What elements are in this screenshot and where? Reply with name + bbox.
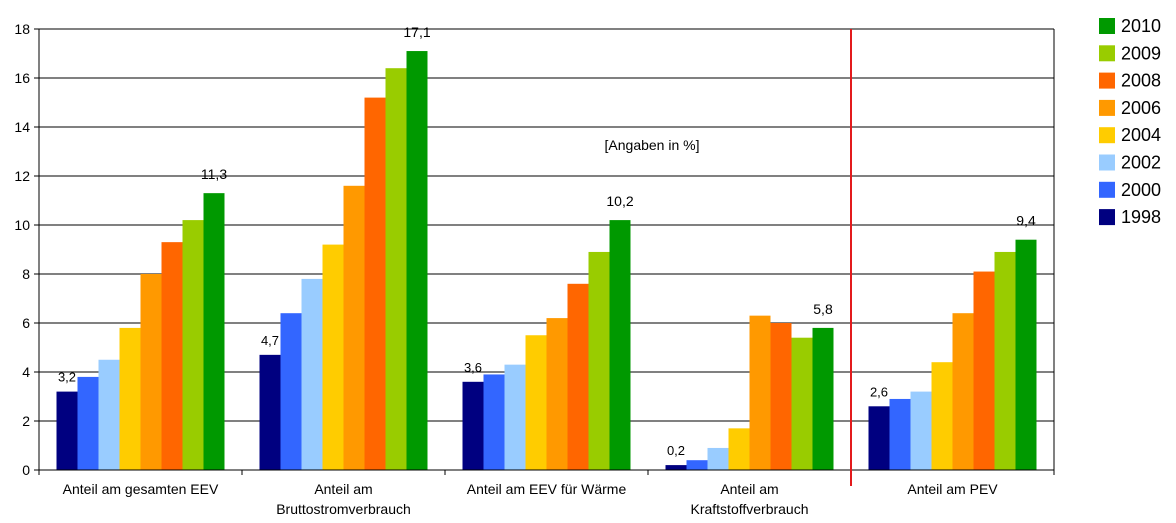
bar-2009: [182, 220, 204, 470]
bar-2002: [98, 359, 120, 470]
bar-1998: [665, 465, 687, 470]
bar-2010: [812, 327, 834, 470]
y-tick-label: 10: [14, 217, 30, 233]
bars: [56, 51, 1037, 471]
bar-1998: [868, 406, 890, 470]
bar-2002: [301, 278, 323, 470]
bar-2002: [910, 391, 932, 470]
legend: 2010 2009 2008 2006 2004 2002 2000 1998: [1099, 16, 1161, 227]
bar-2002: [504, 364, 526, 470]
bar-2004: [931, 362, 953, 470]
legend-swatch-2004: [1099, 127, 1115, 144]
labels: 0 2 4 6 8 10 12 14 16 18 3,2 11,3 Anteil am gesamten…: [14, 21, 1036, 517]
x-category-label: Anteil am: [314, 481, 372, 497]
legend-label: 1998: [1121, 207, 1161, 227]
bar-2004: [119, 327, 141, 470]
y-tick-label: 14: [14, 119, 30, 135]
bar-2008: [770, 323, 792, 470]
bar-1998: [462, 381, 484, 470]
y-tick-label: 16: [14, 70, 30, 86]
legend-swatch-2010: [1099, 18, 1115, 34]
bar-2008: [364, 97, 386, 470]
x-category-label: Anteil am gesamten EEV: [63, 481, 219, 497]
bar-2006: [140, 274, 162, 470]
bar-2004: [525, 335, 547, 470]
bar-2006: [749, 315, 771, 470]
bar-2010: [406, 51, 428, 471]
y-tick-label: 6: [22, 315, 30, 331]
bar-2008: [973, 271, 995, 470]
bar-2009: [588, 251, 610, 470]
bar-2000: [77, 376, 99, 470]
bar-2009: [994, 251, 1016, 470]
y-tick-label: 2: [22, 413, 30, 429]
bar-2000: [686, 460, 708, 470]
bar-1998: [56, 391, 78, 470]
y-tick-label: 4: [22, 364, 30, 380]
bar-2010: [203, 193, 225, 470]
data-label: 2,6: [870, 384, 888, 399]
bar-2008: [567, 283, 589, 470]
data-label: 10,2: [606, 193, 633, 209]
data-label: 4,7: [261, 333, 279, 348]
axes: [34, 28, 1055, 486]
y-tick-label: 18: [14, 21, 30, 37]
bar-2002: [707, 447, 729, 470]
units-annotation: [Angaben in %]: [605, 137, 700, 153]
data-label: 17,1: [403, 24, 430, 40]
bar-2000: [483, 374, 505, 470]
data-label: 0,2: [667, 443, 685, 458]
bar-2008: [161, 242, 183, 470]
y-tick-label: 12: [14, 168, 30, 184]
x-category-label: Anteil am PEV: [907, 481, 998, 497]
legend-label: 2000: [1121, 180, 1161, 200]
data-label: 9,4: [1016, 213, 1036, 229]
legend-swatch-1998: [1099, 209, 1115, 226]
y-tick-label: 8: [22, 266, 30, 282]
bar-2010: [1015, 239, 1037, 470]
bar-2009: [385, 68, 407, 470]
bar-2006: [546, 318, 568, 470]
bar-2004: [322, 244, 344, 470]
x-category-label: Anteil am: [720, 481, 778, 497]
legend-label: 2009: [1121, 43, 1161, 63]
bar-2010: [609, 220, 631, 470]
bar-2009: [791, 337, 813, 470]
legend-swatch-2008: [1099, 72, 1115, 89]
bar-2000: [889, 398, 911, 470]
legend-swatch-2006: [1099, 99, 1115, 116]
bar-1998: [259, 354, 281, 470]
bar-2006: [952, 313, 974, 470]
bar-2004: [728, 428, 750, 470]
legend-label: 2004: [1121, 125, 1161, 145]
legend-swatch-2009: [1099, 45, 1115, 62]
x-category-label: Anteil am EEV für Wärme: [467, 481, 627, 497]
legend-swatch-2000: [1099, 181, 1115, 198]
y-tick-label: 0: [22, 462, 30, 478]
x-category-label: Bruttostromverbrauch: [276, 501, 411, 517]
data-label: 5,8: [813, 301, 833, 317]
bar-2000: [280, 313, 302, 470]
legend-label: 2002: [1121, 153, 1161, 173]
legend-label: 2006: [1121, 98, 1161, 118]
data-label: 11,3: [201, 166, 227, 182]
bar-2006: [343, 185, 365, 471]
data-label: 3,6: [464, 360, 482, 375]
legend-label: 2010: [1121, 16, 1161, 36]
legend-label: 2008: [1121, 71, 1161, 91]
legend-swatch-2002: [1099, 154, 1115, 171]
data-label: 3,2: [58, 370, 76, 385]
x-category-label: Kraftstoffverbrauch: [690, 501, 808, 517]
